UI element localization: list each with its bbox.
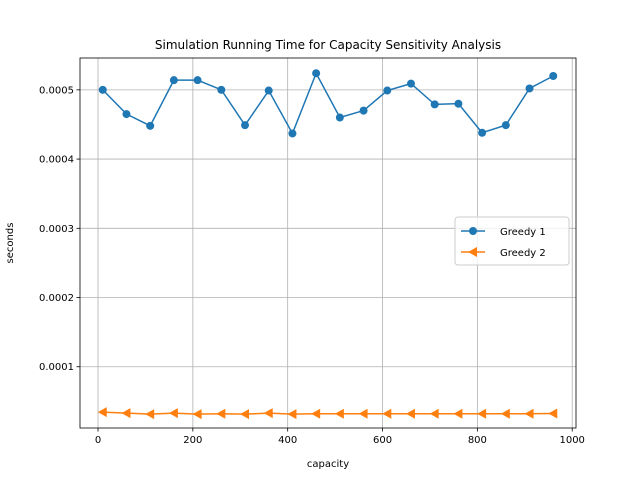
data-point-greedy-1	[525, 84, 534, 93]
data-point-greedy-2	[477, 408, 487, 419]
axis-ticks: 0 200 400 600 800 1000 0.0001 0.0002 0.0003 0.000…	[39, 85, 585, 446]
plot-frame	[79, 57, 577, 429]
data-point-greedy-2	[192, 409, 202, 420]
y-tick-label: 0.0003	[39, 224, 74, 235]
x-tick-label: 200	[183, 435, 202, 446]
data-point-greedy-2	[216, 408, 226, 419]
legend-marker-greedy-2	[468, 247, 477, 257]
data-point-greedy-1	[122, 110, 131, 119]
data-point-greedy-1	[406, 79, 415, 88]
data-point-greedy-1	[312, 69, 321, 78]
x-axis-label: capacity	[307, 459, 349, 470]
data-point-greedy-1	[335, 113, 344, 122]
data-point-greedy-2	[168, 408, 178, 419]
legend-box	[454, 216, 570, 266]
data-point-greedy-1	[454, 99, 463, 108]
y-axis-label: seconds	[5, 223, 16, 264]
legend-label-greedy-2: Greedy 2	[500, 248, 546, 259]
x-tick-label: 1000	[559, 435, 584, 446]
data-point-greedy-1	[430, 100, 439, 109]
data-point-greedy-2	[311, 408, 321, 419]
y-tick-label: 0.0004	[39, 155, 74, 166]
data-point-greedy-1	[264, 86, 273, 95]
chart-title: Simulation Running Time for Capacity Sen…	[155, 38, 501, 52]
data-point-greedy-1	[217, 85, 226, 94]
data-point-greedy-2	[358, 408, 368, 419]
data-point-greedy-1	[478, 128, 487, 137]
y-tick-label: 0.0001	[39, 362, 74, 373]
data-point-greedy-2	[145, 409, 155, 420]
data-point-greedy-2	[97, 407, 107, 418]
data-point-greedy-1	[146, 121, 155, 130]
data-point-greedy-2	[240, 409, 250, 420]
data-point-greedy-2	[334, 408, 344, 419]
data-point-greedy-1	[383, 86, 392, 95]
data-point-greedy-2	[500, 408, 510, 419]
plot-data	[97, 69, 558, 420]
legend: Greedy 1 Greedy 2	[454, 216, 570, 266]
legend-label-greedy-1: Greedy 1	[500, 227, 546, 238]
data-point-greedy-1	[501, 121, 510, 130]
y-tick-label: 0.0005	[39, 85, 74, 96]
x-tick-label: 800	[468, 435, 487, 446]
data-point-greedy-1	[241, 121, 250, 130]
data-point-greedy-1	[193, 76, 202, 85]
data-point-greedy-2	[429, 408, 439, 419]
legend-marker-greedy-1	[469, 227, 477, 235]
data-point-greedy-2	[453, 408, 463, 419]
x-tick-label: 600	[373, 435, 392, 446]
data-point-greedy-2	[382, 408, 392, 419]
data-point-greedy-2	[263, 408, 273, 419]
data-point-greedy-1	[549, 71, 558, 80]
data-point-greedy-2	[524, 408, 534, 419]
data-point-greedy-2	[287, 409, 297, 420]
data-point-greedy-2	[405, 408, 415, 419]
x-tick-label: 0	[95, 435, 101, 446]
data-point-greedy-1	[288, 129, 297, 138]
grid	[80, 58, 576, 428]
data-point-greedy-2	[548, 408, 558, 419]
x-tick-label: 400	[278, 435, 297, 446]
data-point-greedy-1	[98, 85, 107, 94]
data-point-greedy-1	[169, 76, 178, 85]
y-tick-label: 0.0002	[39, 293, 74, 304]
data-point-greedy-1	[359, 106, 368, 115]
data-point-greedy-2	[121, 408, 131, 419]
